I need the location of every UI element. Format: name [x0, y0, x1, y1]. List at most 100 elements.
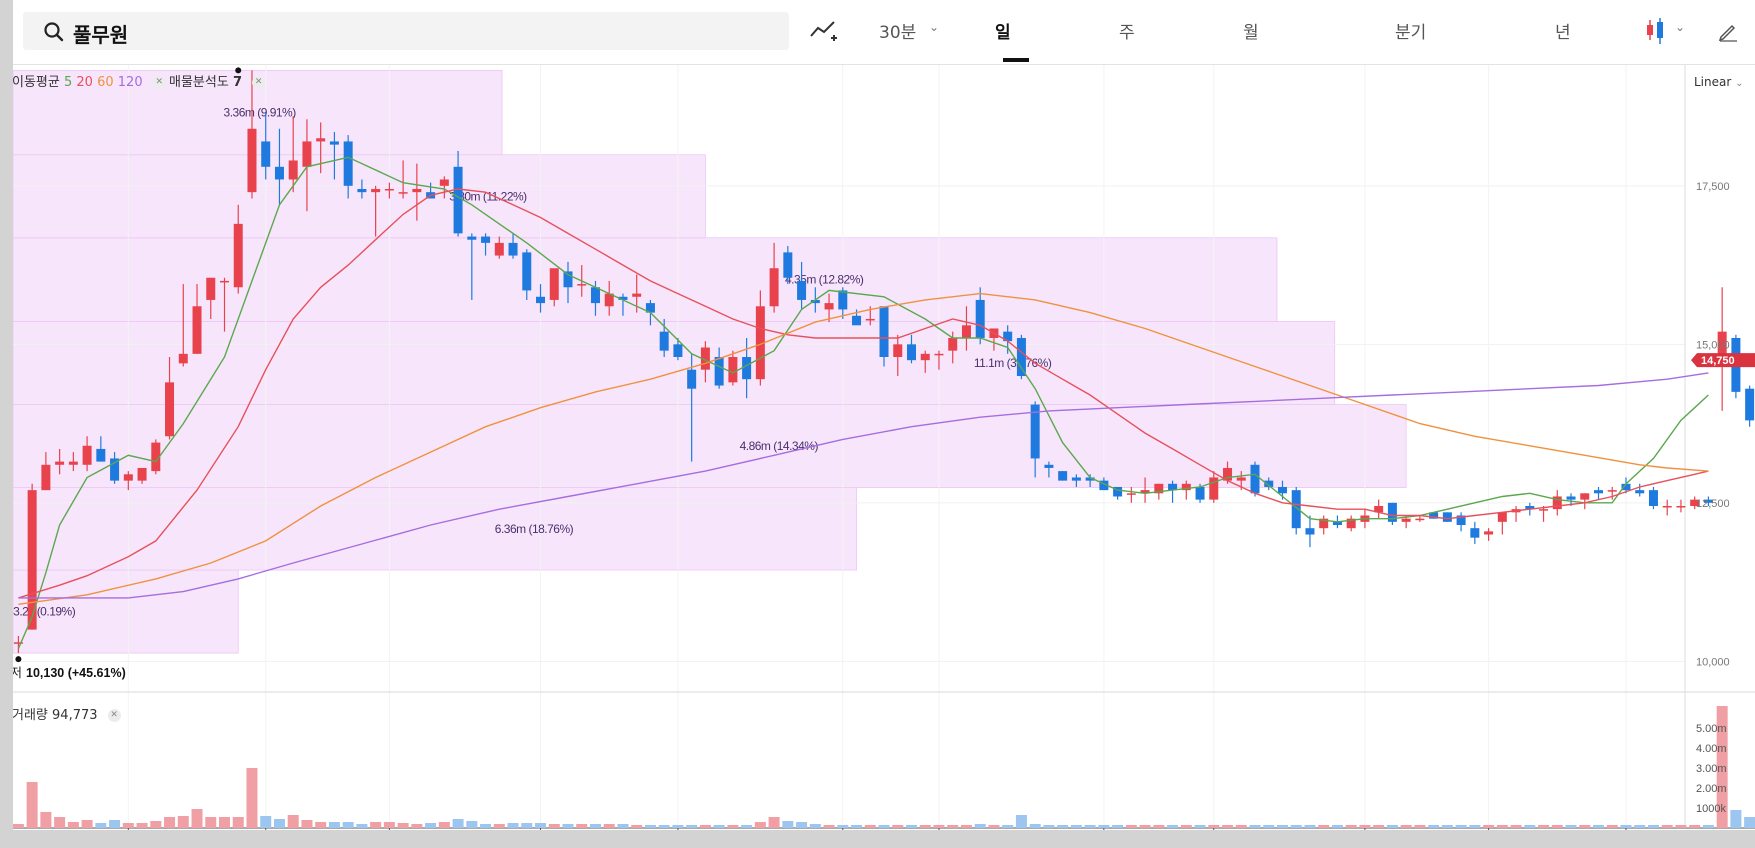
candle-body	[261, 141, 271, 167]
volume-bar	[1551, 825, 1563, 828]
candle-body	[1429, 512, 1439, 519]
low-prefix: 최저	[13, 666, 22, 680]
moving-average-line-20	[18, 188, 1709, 599]
volume-bar	[438, 822, 450, 828]
volume-bar	[1167, 825, 1179, 828]
volume-bar	[67, 822, 79, 828]
candle-body	[55, 461, 65, 465]
volume-profile-legend[interactable]: 매물분석도 7 ✕	[169, 71, 266, 90]
candle-body	[604, 293, 614, 307]
candle-body	[1140, 490, 1150, 494]
tab-quarter[interactable]: 분기	[1395, 23, 1427, 43]
candle-body	[879, 306, 889, 357]
candle-body	[1071, 477, 1081, 481]
search-icon[interactable]	[43, 21, 65, 43]
candle-body	[13, 642, 23, 644]
volume-bar	[1345, 825, 1357, 828]
candle-body	[1690, 499, 1700, 506]
volume-bar	[1304, 825, 1316, 828]
tab-year[interactable]: 년	[1555, 23, 1571, 43]
candle-body	[1250, 464, 1260, 494]
candle-body	[1346, 518, 1356, 529]
moving-average-line-60	[18, 292, 1709, 605]
volume-bar	[1606, 825, 1618, 828]
volume-profile-close-icon[interactable]: ✕	[252, 76, 266, 89]
ma-legend[interactable]: 이동평균 5 20 60 120 ✕	[13, 71, 166, 90]
tab-day[interactable]: 일	[995, 23, 1011, 43]
scale-mode-dropdown[interactable]: Linear ⌄	[1694, 75, 1744, 89]
volume-profile-label: 6.36m (18.76%)	[495, 522, 574, 536]
candle-body	[1181, 483, 1191, 491]
volume-bar	[1208, 825, 1220, 828]
candle-body	[783, 252, 793, 278]
volume-bar	[727, 825, 739, 828]
volume-legend-close-icon[interactable]: ✕	[107, 709, 121, 722]
volume-legend[interactable]: 거래량 94,773 ✕	[13, 704, 121, 723]
candle-body	[1703, 499, 1713, 503]
interval-dropdown[interactable]: 30분	[879, 23, 917, 43]
volume-bar	[1139, 825, 1151, 828]
volume-bar	[878, 825, 890, 828]
candle-body	[439, 179, 449, 186]
candle-body	[1168, 483, 1178, 491]
candle-body	[1305, 528, 1315, 535]
volume-bar	[1112, 825, 1124, 828]
volume-bar	[741, 825, 753, 828]
volume-profile-box	[13, 154, 706, 239]
candle-body	[755, 306, 765, 380]
candle-body	[907, 344, 916, 361]
candle-body	[1745, 388, 1755, 421]
candle-body	[316, 138, 326, 142]
volume-tick-label: 4.00m	[1696, 743, 1727, 755]
volume-bar	[1565, 825, 1577, 828]
candle-body	[1003, 331, 1013, 342]
candle-body	[1401, 518, 1411, 522]
candle-body	[522, 252, 532, 291]
volume-tick-label: 3.00m	[1696, 763, 1727, 775]
candle-body	[1552, 496, 1562, 510]
candle-body	[700, 347, 710, 370]
volume-profile-label: 63.2k (0.19%)	[13, 605, 76, 619]
volume-bar	[150, 821, 162, 828]
candle-body	[206, 277, 216, 300]
volume-bar	[13, 824, 24, 828]
candle-body	[769, 268, 779, 307]
candle-body	[1470, 528, 1480, 538]
volume-profile-box	[13, 404, 1407, 489]
draw-pencil-icon[interactable]	[1717, 20, 1739, 42]
chart-canvas[interactable]: 63.2k (0.19%) 6.36m (18.76%) 4.86m (14.34%…	[13, 0, 1755, 830]
volume-bar	[1194, 825, 1206, 828]
volume-bar	[576, 824, 588, 828]
candle-body	[1319, 518, 1329, 529]
current-price-label: 14,750	[1701, 355, 1735, 367]
candle-body	[632, 293, 642, 297]
ma-legend-close-icon[interactable]: ✕	[152, 76, 166, 89]
scale-mode-label: Linear	[1694, 75, 1732, 89]
volume-bar	[754, 822, 766, 828]
volume-bar	[974, 824, 986, 828]
search-query[interactable]: 풀무원	[73, 23, 129, 47]
tab-week[interactable]: 주	[1119, 23, 1135, 43]
tab-month[interactable]: 월	[1243, 23, 1259, 43]
volume-bar	[644, 825, 656, 828]
candle-body	[1539, 509, 1549, 511]
candle-body	[590, 287, 600, 304]
candle-style-icon[interactable]	[1643, 16, 1671, 46]
volume-bar	[864, 825, 876, 828]
candle-body	[274, 166, 284, 180]
candle-body	[467, 236, 477, 240]
volume-value: 94,773	[52, 708, 98, 723]
volume-profile-label: 4.35m (12.82%)	[785, 273, 864, 287]
candle-body	[384, 188, 394, 191]
interval-chevron-icon[interactable]: ⌄	[929, 20, 940, 34]
price-tick-label: 10,000	[1696, 656, 1730, 668]
indicator-add-icon[interactable]	[809, 18, 839, 44]
volume-bar	[122, 823, 134, 828]
candle-body	[1607, 490, 1617, 492]
candle-body	[1154, 483, 1164, 494]
volume-bar	[273, 819, 285, 828]
candle-style-chevron-icon[interactable]: ⌄	[1675, 20, 1686, 34]
search-box[interactable]: 풀무원	[23, 12, 789, 50]
volume-profile-value: 7	[232, 75, 242, 90]
volume-bar	[301, 820, 313, 828]
